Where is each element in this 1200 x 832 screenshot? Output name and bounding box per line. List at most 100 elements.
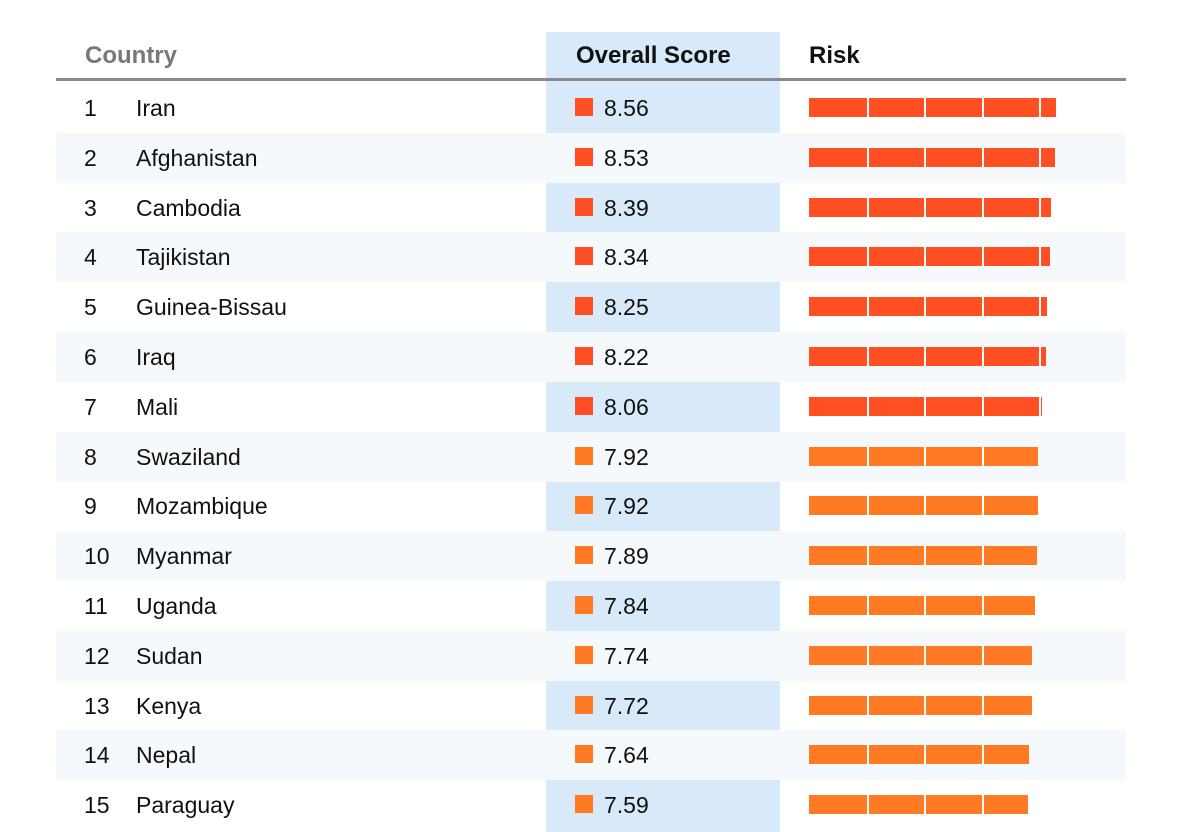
risk-color-swatch [575,596,593,614]
overall-score-value: 8.53 [604,144,649,171]
risk-bar [809,446,1038,466]
risk-bar-separator [866,446,869,466]
risk-bar [809,247,1050,267]
overall-score-value: 8.06 [604,393,649,420]
risk-color-swatch [575,297,593,316]
country-name: Kenya [136,692,202,719]
rank-number: 12 [84,642,110,669]
risk-bar-separator [981,197,984,217]
table-row[interactable]: 5 Guinea-Bissau 8.25 [56,282,1126,332]
risk-bar-separator [866,297,869,317]
risk-bar-separator [866,147,869,167]
rank-number: 14 [84,742,110,769]
risk-bar-separator [981,347,984,366]
risk-bar-separator [981,695,984,715]
risk-bar-separator [981,396,984,416]
risk-bar [809,147,1056,167]
table-row[interactable]: 12 Sudan 7.74 [56,630,1126,681]
overall-score-value: 8.39 [604,194,649,221]
country-name: Mali [136,393,179,420]
risk-bar-separator [1039,147,1041,167]
risk-bar-separator [981,596,984,615]
overall-score-value: 8.56 [604,95,649,121]
risk-bar [809,596,1036,615]
risk-bar-separator [981,446,984,466]
risk-bar-separator [924,147,926,167]
rank-number: 15 [84,792,110,819]
risk-bar-separator [1039,347,1041,366]
overall-score-column-header[interactable]: Overall Score [576,42,731,69]
overall-score-value: 7.92 [604,493,649,520]
risk-bar [809,347,1047,366]
risk-bar [809,795,1028,815]
risk-bar-separator [924,546,926,566]
risk-bar-separator [981,546,984,566]
table-row[interactable]: 4 Tajikistan 8.34 [56,232,1126,283]
risk-bar [809,546,1037,566]
risk-bar-separator [924,197,926,217]
overall-score-value: 8.22 [604,344,649,370]
risk-color-swatch [575,745,593,764]
risk-color-swatch [575,496,593,515]
risk-bar-separator [981,247,984,267]
country-name: Myanmar [136,543,232,570]
table-row[interactable]: 11 Uganda 7.84 [56,581,1126,631]
risk-bar-separator [924,745,926,765]
risk-bar-separator [866,745,869,765]
overall-score-value: 7.89 [604,543,649,570]
table-row[interactable]: 8 Swaziland 7.92 [56,431,1126,482]
country-name: Guinea-Bissau [136,294,287,321]
rank-number: 13 [84,692,110,719]
risk-bar-separator [981,297,984,317]
overall-score-value: 8.25 [604,294,649,321]
table-row[interactable]: 3 Cambodia 8.39 [56,183,1126,233]
country-name: Cambodia [136,194,241,221]
risk-bar-separator [1039,396,1041,416]
country-name: Swaziland [136,443,241,470]
risk-bar-separator [924,645,926,665]
table-row[interactable]: 1 Iran 8.56 [56,83,1126,133]
country-name: Iraq [136,344,176,370]
risk-color-swatch [575,396,593,415]
table-row[interactable]: 2 Afghanistan 8.53 [56,132,1126,183]
table-row[interactable]: 6 Iraq 8.22 [56,332,1126,382]
risk-color-swatch [575,546,593,565]
risk-bar-separator [924,695,926,715]
risk-bar [809,98,1056,117]
country-column-header[interactable]: Country [85,42,177,69]
table-row[interactable]: 7 Mali 8.06 [56,382,1126,432]
risk-bar-separator [866,247,869,267]
overall-score-value: 7.92 [604,443,649,470]
table-row[interactable]: 14 Nepal 7.64 [56,730,1126,781]
risk-bar [809,695,1032,715]
risk-bar-separator [1039,98,1041,117]
table-row[interactable]: 15 Paraguay 7.59 [56,780,1126,830]
country-name: Sudan [136,642,203,669]
overall-score-value: 7.72 [604,692,649,719]
risk-bar-separator [866,596,869,615]
risk-color-swatch [575,98,593,116]
risk-bar-separator [866,546,869,566]
rank-number: 7 [84,393,97,420]
risk-bar-separator [924,247,926,267]
risk-bar-separator [924,98,926,117]
risk-bar-separator [981,645,984,665]
table-row[interactable]: 10 Myanmar 7.89 [56,531,1126,582]
risk-bar-separator [924,396,926,416]
risk-bar-separator [866,795,869,815]
risk-bar-separator [924,795,926,815]
risk-bar-separator [981,795,984,815]
rank-number: 5 [84,294,97,321]
table-row[interactable]: 13 Kenya 7.72 [56,681,1126,731]
risk-bar-separator [924,496,926,516]
table-row[interactable]: 9 Mozambique 7.92 [56,481,1126,531]
country-name: Uganda [136,593,217,619]
risk-bar [809,297,1047,317]
table-header: Country Overall Score Risk [56,32,1126,80]
risk-color-swatch [575,347,593,365]
risk-color-swatch [575,645,593,664]
country-name: Afghanistan [136,144,258,171]
risk-column-header[interactable]: Risk [809,42,860,69]
risk-bar-separator [866,396,869,416]
risk-color-swatch [575,446,593,465]
